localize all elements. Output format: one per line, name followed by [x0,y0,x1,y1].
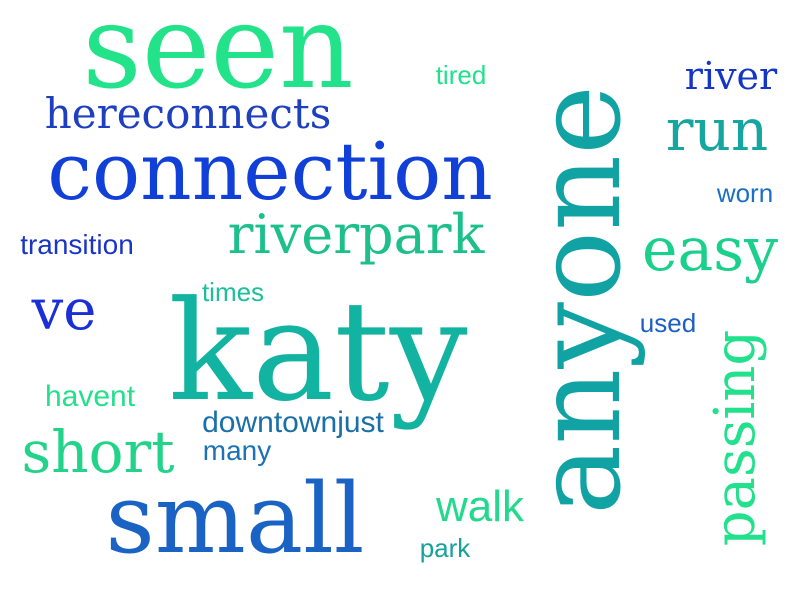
word-easy: easy [642,215,778,285]
word-used: used [639,308,697,338]
word-walk: walk [435,482,525,531]
word-times: times [201,277,265,307]
word-katy: katy [168,271,468,432]
word-seen: seen [82,0,354,115]
word-passing: passing [703,329,768,547]
word-river: river [684,54,778,98]
word-ve: ve [31,278,97,343]
word-worn: worn [716,178,774,208]
word-short: short [21,418,175,486]
word-riverpark: riverpark [227,203,485,266]
word-park: park [419,533,471,563]
word-small: small [105,463,365,575]
word-anyone: anyone [509,85,647,515]
word-many: many [202,435,272,466]
word-hereconnects: hereconnects [44,89,332,138]
word-run: run [665,96,769,164]
word-havent: havent [44,380,136,413]
word-transition: transition [20,229,134,260]
word-connection: connection [47,125,493,218]
word-downtownjust: downtownjust [202,406,384,439]
word-tired: tired [435,60,487,90]
